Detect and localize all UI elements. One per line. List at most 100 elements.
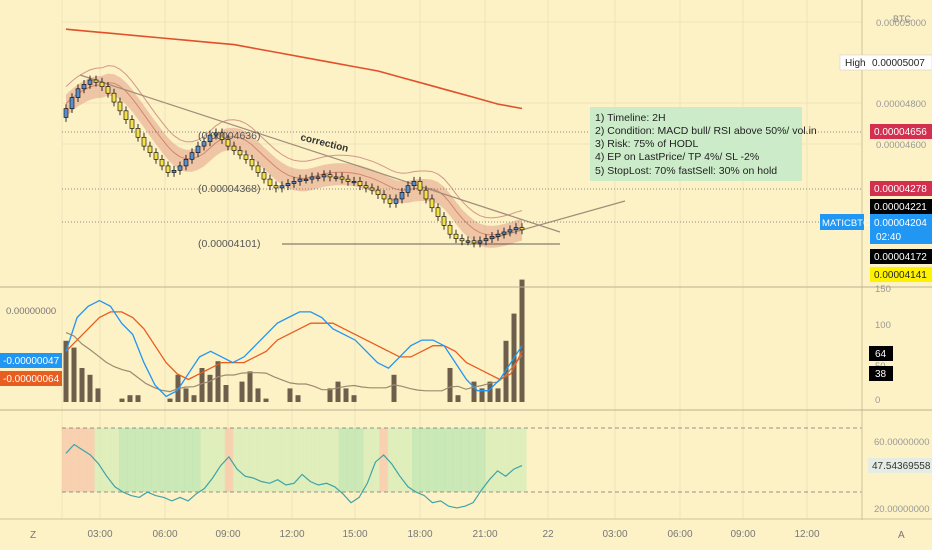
volume-bar-49 xyxy=(455,395,461,402)
candle-body-4 xyxy=(87,79,93,85)
candle-body-29 xyxy=(237,150,243,156)
rsi-heat-cell-49 xyxy=(460,428,470,492)
candle-body-20 xyxy=(183,158,189,167)
note-line-5: 5) StopLost: 70% fastSell: 30% on hold xyxy=(595,165,777,177)
rsi-heat-cell-16 xyxy=(192,428,201,492)
rsi-axis[interactable]: 60.00000000 20.00000000 47.54369558 xyxy=(868,437,932,515)
signal-value-tag: -0.00000064 xyxy=(3,374,60,385)
last-price-tag-bg xyxy=(870,214,932,244)
candle-body-39 xyxy=(297,178,303,182)
time-axis-label-1: 06:00 xyxy=(152,529,177,540)
time-axis-label-5: 18:00 xyxy=(407,529,432,540)
candlesticks xyxy=(63,75,525,248)
tag-4656-value: 0.00004656 xyxy=(874,127,927,138)
candle-body-57 xyxy=(405,185,411,193)
volume-bar-20 xyxy=(223,385,229,402)
candle-body-0 xyxy=(63,108,69,118)
time-axis-label-7: 22 xyxy=(542,529,554,540)
rsi-heat-cell-0 xyxy=(61,428,71,492)
candle-body-70 xyxy=(483,238,489,242)
macd-axis[interactable]: 0.00000000 -0.00000047 -0.00000064 150 1… xyxy=(0,284,893,406)
rsi-value-tag-bg xyxy=(868,458,932,473)
rsi-heat-cell-7 xyxy=(118,428,128,492)
tag-4141-value: 0.00004141 xyxy=(874,270,927,281)
candle-body-67 xyxy=(465,240,471,243)
candle-body-52 xyxy=(375,189,381,195)
high-tag-bg xyxy=(839,54,932,71)
rsi-heat-cell-8 xyxy=(127,428,136,492)
macd-value-tag: -0.00000047 xyxy=(3,356,60,367)
volume-average-line xyxy=(65,332,523,393)
volume-histogram xyxy=(63,279,525,402)
candle-body-72 xyxy=(495,233,501,237)
high-tag-label: High xyxy=(845,58,866,69)
volume-bar-3 xyxy=(87,374,93,402)
macd-right-tick-2: 100 xyxy=(875,320,891,331)
price-tick-2: 0.00004800 xyxy=(876,99,926,110)
volume-bar-29 xyxy=(295,395,301,402)
candle-body-11 xyxy=(129,119,135,129)
candle-body-5 xyxy=(93,79,99,83)
rsi-heat-cell-43 xyxy=(412,428,421,492)
candle-body-48 xyxy=(351,181,357,184)
notes-box[interactable]: 1) Timeline: 2H 2) Condition: MACD bull/… xyxy=(590,107,817,181)
volume-bar-57 xyxy=(519,279,525,402)
rsi-pane[interactable] xyxy=(61,427,862,509)
rsi-heat-cell-47 xyxy=(444,428,454,492)
candle-body-37 xyxy=(285,183,291,187)
macd-pane[interactable] xyxy=(63,279,525,402)
rsi-heat-cell-42 xyxy=(403,428,413,492)
corner-right-label[interactable]: A xyxy=(898,530,905,541)
rsi-heat-cell-12 xyxy=(159,428,169,492)
candle-body-19 xyxy=(177,165,183,171)
last-price-tag-value: 0.00004204 xyxy=(874,218,927,229)
tag-4221-value: 0.00004221 xyxy=(874,202,927,213)
volume-bar-24 xyxy=(255,388,261,402)
level-label-high: (0.00004636) xyxy=(198,130,260,142)
rsi-heat-cell-14 xyxy=(175,428,185,492)
corner-left-label[interactable]: Z xyxy=(30,530,36,541)
tag-4278-bg xyxy=(870,181,932,196)
signal-value-tag-bg xyxy=(0,371,62,386)
time-axis-label-2: 09:00 xyxy=(215,529,240,540)
volume-bar-51 xyxy=(471,381,477,402)
candle-body-24 xyxy=(207,134,213,142)
macd-right-tick-4: 0 xyxy=(875,395,880,406)
rsi-heat-cell-21 xyxy=(232,428,242,492)
rsi-heat-cell-52 xyxy=(485,428,494,492)
candle-body-63 xyxy=(441,216,447,226)
volume-bar-19 xyxy=(215,361,221,402)
note-line-4: 4) EP on LastPrice/ TP 4%/ SL -2% xyxy=(595,151,759,163)
time-axis[interactable]: 03:00 06:00 09:00 12:00 15:00 18:00 21:00 22 03:… xyxy=(87,529,819,540)
rsi-heat-cell-37 xyxy=(363,428,372,492)
rsi-heat-cell-27 xyxy=(281,428,291,492)
rsi-heat-cell-2 xyxy=(78,428,87,492)
candle-body-46 xyxy=(339,176,345,180)
rsi-heat-cell-23 xyxy=(249,428,258,492)
note-line-2: 2) Condition: MACD bull/ RSI above 50%/ … xyxy=(595,125,817,137)
trendline-breakout[interactable] xyxy=(489,200,626,240)
candle-body-30 xyxy=(243,154,249,160)
rsi-heat-cell-29 xyxy=(298,428,307,492)
candle-body-40 xyxy=(303,178,309,181)
candle-body-31 xyxy=(249,158,255,167)
rsi-heat-cell-48 xyxy=(452,428,462,492)
rsi-heat-cell-25 xyxy=(265,428,275,492)
price-pane[interactable]: (0.00004636) (0.00004368) (0.00004101) c… xyxy=(62,28,862,250)
rsi-heat-cell-11 xyxy=(151,428,161,492)
candle-body-26 xyxy=(219,132,225,140)
candle-body-54 xyxy=(387,198,393,204)
candle-body-68 xyxy=(471,240,477,244)
candle-body-35 xyxy=(273,185,279,189)
candle-body-28 xyxy=(231,145,237,151)
volume-bar-41 xyxy=(391,374,397,402)
candle-body-13 xyxy=(141,136,147,147)
countdown-value: 02:40 xyxy=(876,232,901,243)
rsi-tick-1: 60.00000000 xyxy=(874,437,929,448)
volume-bar-7 xyxy=(119,398,125,402)
rsi-heat-cell-34 xyxy=(338,428,348,492)
price-axis[interactable]: BTC 0.00005000 0.00004800 0.00004600 Hig… xyxy=(820,14,932,282)
rsi-heat-cell-24 xyxy=(257,428,266,492)
trendline-correction[interactable] xyxy=(79,74,561,233)
